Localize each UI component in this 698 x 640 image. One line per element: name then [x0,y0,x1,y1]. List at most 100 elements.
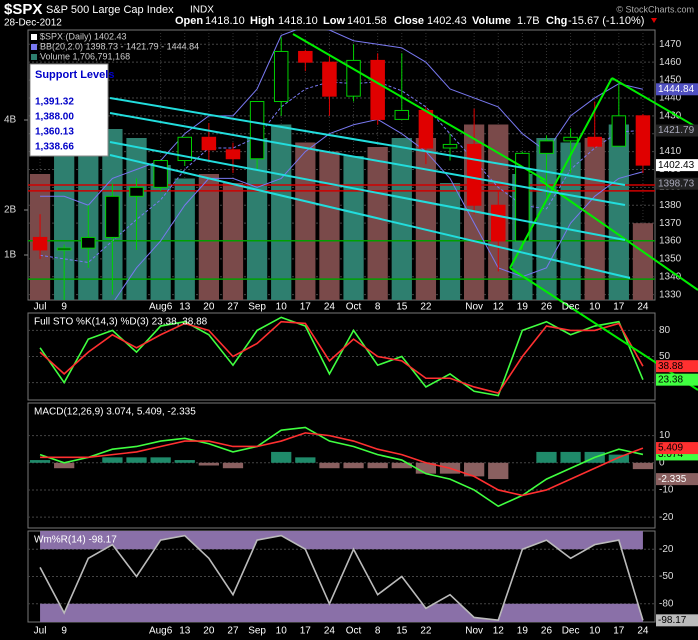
x-tick-label: 22 [420,626,432,637]
candle-body [563,136,578,142]
x-tick-label: Jul [34,302,47,313]
trend-line [109,112,626,206]
candle-body [490,204,506,242]
x-tick-label: Dec [562,626,580,637]
support-box [29,63,109,157]
support-title: Support Levels [35,69,114,81]
legend-entry: $SPX (Daily) 1402.43 [40,31,127,41]
candle-body [370,59,385,120]
candle-body [298,50,313,63]
support-level: 1,391.32 [35,97,74,108]
candle-body [56,247,72,251]
x-tick-label: 9 [61,626,67,637]
histogram-bar [198,462,219,466]
x-tick-label: 8 [375,626,381,637]
x-tick-label: 17 [613,302,625,313]
x-tick-label: 15 [396,302,408,313]
last-value-box [656,159,698,172]
last-value: 38.88 [658,361,683,372]
y-tick-label: 1410 [659,146,682,157]
x-tick-label: 26 [541,626,553,637]
histogram-bar [560,451,581,463]
histogram-bar [319,462,340,469]
watermark: © StockCharts.com [616,4,694,14]
histogram-bar [608,454,629,463]
index-name: S&P 500 Large Cap Index [46,4,174,16]
histogram-bar [367,462,388,469]
zone-fill [40,603,643,622]
x-tick-label: Dec [562,302,580,313]
volume-bar [198,174,219,300]
x-tick-label: Nov [465,302,483,313]
y2-tick-label: 4B [4,115,17,126]
legend-entry: BB(20,2.0) 1398.73 - 1421.79 - 1444.84 [40,41,199,51]
y-tick-label: 0 [659,457,665,468]
panel-title: Full STO %K(14,3) %D(3) 23.38, 38.88 [34,317,208,328]
x-tick-label: 22 [420,302,432,313]
histogram-bar [102,457,123,463]
quote-value: 1.7B [517,15,540,27]
last-value-box [656,442,698,455]
candle-body [539,140,554,154]
trend-lines [109,33,698,391]
x-tick-label: 26 [541,302,553,313]
y-tick-label: 80 [659,325,671,336]
y-tick-label: 1430 [659,110,682,121]
x-tick-label: 24 [637,302,649,313]
last-value: 1402.43 [658,160,695,171]
quote-label: Low [323,15,345,27]
trend-line [611,77,698,129]
histogram-bar [126,457,147,463]
histogram-bar [632,462,654,470]
last-value: 23.38 [658,374,683,385]
legend-swatch [31,54,37,60]
legend-swatch [31,44,37,50]
series-line [39,426,644,508]
histogram-bar [391,462,412,469]
candle-body [322,61,337,97]
candle-body [587,136,602,147]
series-line [40,432,644,497]
x-tick-label: Nov [465,626,483,637]
last-value: 1421.79 [658,125,695,136]
x-tick-label: 13 [179,626,191,637]
legend-entry: Volume 1,706,791,168 [40,51,130,61]
candle-body [466,143,482,206]
plot: 1330134013501360137013801390140014101420… [4,29,682,623]
y2-tick-label: 2B [4,205,17,216]
down-arrow [651,18,657,23]
trend-line [109,141,626,241]
x-tick-label: 17 [613,626,625,637]
y-tick-label: 1450 [659,75,682,86]
trend-line [292,33,546,181]
candle-body [153,160,168,188]
volume-bar [632,223,654,300]
candle-body [225,149,241,160]
panel-content [28,30,655,300]
histogram-bar [222,462,244,469]
quote-label: Chg [546,15,567,27]
support-level: 1,360.13 [35,127,74,138]
x-tick-label: 24 [637,626,649,637]
y-tick-label: 10 [659,430,671,441]
volume-bar [174,178,195,300]
x-tick-label: 17 [300,626,312,637]
x-tick-label: 8 [375,302,381,313]
volume-bar [415,138,437,300]
x-tick-label: 15 [396,626,408,637]
x-tick-label: 27 [227,302,239,313]
x-tick-label: Sep [248,302,266,313]
y-tick-label: -50 [659,571,674,582]
volume-bar [560,142,581,300]
x-tick-label: 27 [227,626,239,637]
y-tick-label: 1470 [659,39,682,50]
candle-body [635,115,651,166]
volume-bar [246,138,268,300]
histogram-bar [464,462,485,477]
quote-value: 1401.58 [347,15,387,27]
last-value-box [656,177,698,190]
quote-value: -15.67 (-1.10%) [568,15,644,27]
y-tick-label: -20 [659,512,674,523]
quote-label: Close [394,15,424,27]
volume-bar [367,147,388,300]
